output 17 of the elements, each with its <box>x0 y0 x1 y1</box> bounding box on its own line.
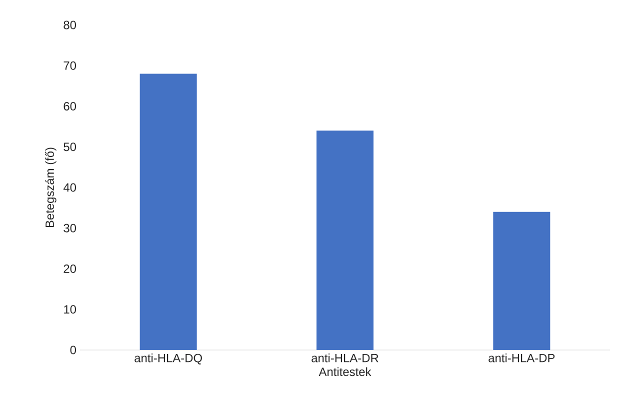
bar <box>493 212 550 350</box>
x-axis-title: Antitestek <box>318 367 372 376</box>
y-axis-title: Betegszám (fő) <box>45 148 56 228</box>
y-tick-label: 10 <box>64 305 76 314</box>
y-tick-label: 20 <box>64 264 76 273</box>
y-tick-label: 0 <box>70 346 76 354</box>
y-tick-label: 30 <box>64 224 76 232</box>
y-tick-label: 40 <box>63 183 76 192</box>
bar <box>316 130 374 350</box>
bar <box>140 74 197 350</box>
y-tick-label: 80 <box>64 20 76 30</box>
y-tick-label: 60 <box>64 102 76 110</box>
x-tick-label: anti-HLA-DP <box>488 354 555 362</box>
y-tick-label: 70 <box>64 61 76 70</box>
x-tick-label: anti-HLA-DR <box>312 354 378 362</box>
y-tick-label: 50 <box>64 142 76 152</box>
x-tick-label: anti-HLA-DQ <box>134 354 202 364</box>
